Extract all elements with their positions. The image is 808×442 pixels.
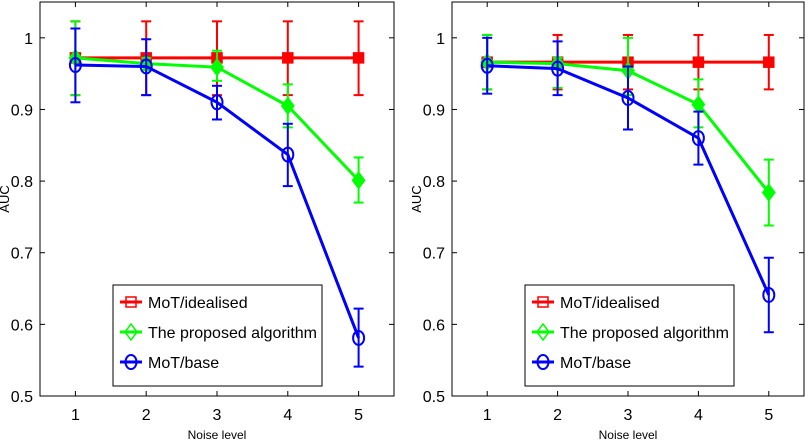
data-point [480,57,494,74]
legend-marker [124,354,138,370]
series-line [487,64,771,296]
legend-marker [125,296,137,308]
legend: MoT/idealised The proposed algorithm MoT/b… [112,284,323,387]
legend-label: The proposed algorithm [560,325,729,342]
legend-label: MoT/base [560,355,631,372]
data-point [763,56,775,68]
legend-box [524,284,735,387]
data-point [68,57,82,74]
data-point [282,52,294,64]
y-tick-label: 0.5 [423,389,445,406]
x-tick-label: 4 [694,407,703,424]
legend: MoT/idealised The proposed algorithm MoT/b… [524,284,735,387]
x-axis-label: Noise level [188,428,247,442]
y-tick-label: 0.8 [11,174,33,191]
data-point [139,58,153,75]
data-point [691,130,705,147]
y-tick-label: 0.9 [423,102,445,119]
x-tick-label: 2 [142,407,151,424]
x-tick-label: 2 [553,407,562,424]
legend-label: MoT/base [148,355,219,372]
series-circle [68,27,366,368]
legend-label: The proposed algorithm [148,325,317,342]
legend-marker [124,322,138,342]
data-point [761,183,776,202]
data-point [352,52,365,64]
y-tick-label: 1 [24,31,33,48]
y-axis-label: AUC [409,185,424,212]
y-tick-label: 0.6 [11,317,33,334]
data-point [762,286,776,303]
chart-1: 0.5 0.6 0.7 0.8 0.9 1 1 2 3 4 5 Noise level AUC MoT/i… [0,1,395,442]
data-point [551,60,565,77]
x-tick-label: 3 [213,407,222,424]
y-tick-label: 0.5 [11,389,33,406]
legend-marker [536,322,550,342]
y-axis-label: AUC [0,185,12,212]
legend-label: MoT/idealised [148,295,248,312]
legend-marker [537,296,549,308]
data-point [280,96,295,116]
x-tick-label: 5 [354,407,363,424]
series-line [75,63,360,339]
data-point [352,329,366,346]
data-point [351,171,366,190]
x-tick-label: 1 [71,407,80,424]
legend-box [112,284,323,387]
y-tick-label: 0.6 [423,317,445,334]
series-circle [480,36,776,334]
legend-marker [536,354,550,370]
data-point [281,146,295,163]
y-tick-label: 1 [436,31,445,48]
data-point [210,94,224,111]
y-tick-label: 0.9 [11,102,33,119]
chart-2: 0.5 0.6 0.7 0.8 0.9 1 1 2 3 4 5 Noise level AUC MoT/i… [409,1,805,442]
x-tick-label: 1 [483,407,492,424]
data-point [210,57,224,77]
x-tick-label: 3 [624,407,633,424]
data-point [692,56,705,68]
x-tick-label: 5 [764,407,773,424]
legend-label: MoT/idealised [560,295,660,312]
y-tick-label: 0.8 [423,174,445,191]
data-point [621,89,635,106]
x-tick-label: 4 [283,407,292,424]
y-tick-label: 0.7 [423,246,445,263]
x-axis-label: Noise level [599,428,658,442]
y-tick-label: 0.7 [11,246,33,263]
